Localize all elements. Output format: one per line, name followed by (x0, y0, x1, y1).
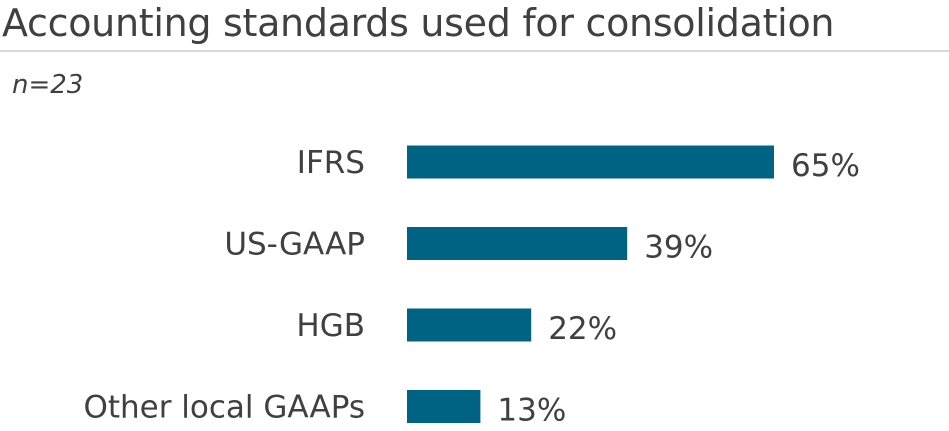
chart-subtitle: n=23 (12, 70, 84, 100)
category-label: Other local GAAPs (83, 390, 365, 426)
value-label: 65% (791, 148, 860, 184)
value-label: 13% (497, 393, 566, 429)
category-label: US-GAAP (224, 227, 365, 263)
value-label: 22% (548, 311, 617, 347)
bar (407, 390, 481, 423)
chart-title: Accounting standards used for consolidat… (2, 1, 835, 45)
bar (407, 308, 532, 342)
bar (407, 227, 628, 260)
category-label: HGB (296, 308, 365, 344)
category-label: IFRS (297, 145, 365, 181)
bar (407, 145, 774, 179)
value-label: 39% (644, 230, 713, 266)
title-divider (0, 50, 949, 52)
